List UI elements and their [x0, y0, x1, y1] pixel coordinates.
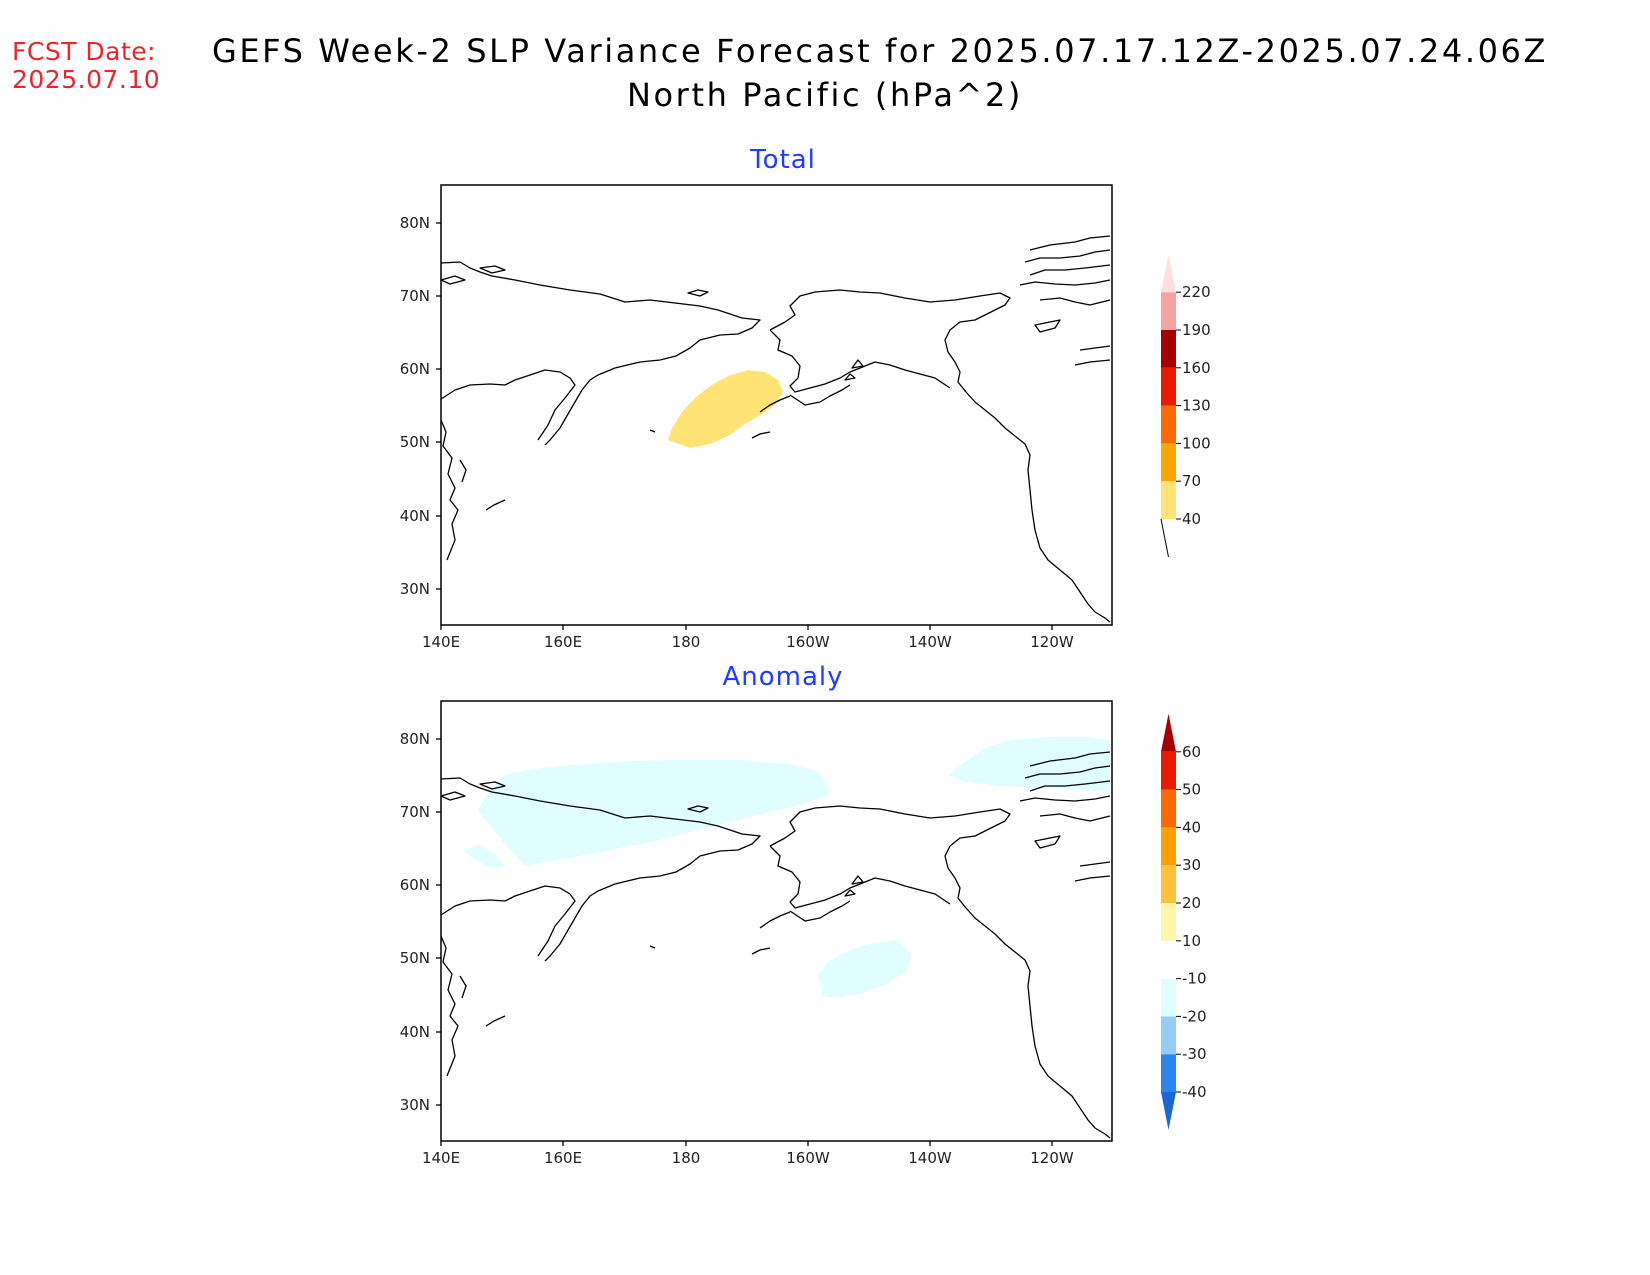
- colorbar-label: 40: [1182, 510, 1201, 528]
- colorbar-label: -40: [1182, 1083, 1207, 1101]
- colorbar-swatch: [1161, 827, 1176, 866]
- lon-tick-label: 140W: [908, 633, 952, 651]
- lon-tick-label: 160W: [786, 1149, 830, 1167]
- colorbar-label: -10: [1182, 970, 1207, 988]
- lat-tick-label: 40N: [400, 1023, 430, 1041]
- lat-tick-label: 70N: [400, 287, 430, 305]
- colorbar-swatch: [1161, 978, 1176, 1017]
- lat-tick-label: 60N: [400, 360, 430, 378]
- panel-title-total: Total: [749, 145, 816, 175]
- anomaly-axis-ticks: 80N 70N 60N 50N 40N 30N 140E 160E 180 160W 140W 120…: [400, 730, 1074, 1167]
- colorbar-extend-low: [1161, 1092, 1176, 1130]
- colorbar-extend-high: [1161, 254, 1176, 293]
- lon-tick-label: 120W: [1030, 1149, 1074, 1167]
- colorbar-swatch: [1161, 865, 1176, 903]
- colorbar-swatch: [1161, 903, 1176, 941]
- anomaly-shaded-region-bering-small: [463, 845, 505, 868]
- lat-tick-label: 80N: [400, 730, 430, 748]
- colorbar-swatch: [1161, 789, 1176, 828]
- colorbar-swatch: [1161, 292, 1176, 330]
- colorbar-swatch: [1161, 330, 1176, 368]
- lat-tick-label: 30N: [400, 580, 430, 598]
- total-map-panel: [440, 184, 1113, 626]
- lat-tick-label: 60N: [400, 876, 430, 894]
- colorbar-label: -30: [1182, 1045, 1207, 1063]
- total-axis-ticks: 80N 70N 60N 50N 40N 30N 140E 160E 180 160W 140W 120…: [400, 214, 1074, 651]
- colorbar-label: 30: [1182, 856, 1201, 874]
- colorbar-swatch: [1161, 367, 1176, 406]
- fcst-date: 2025.07.10: [12, 65, 161, 94]
- colorbar-swatch: [1161, 481, 1176, 519]
- colorbar-label: 70: [1182, 472, 1201, 490]
- lat-tick-label: 40N: [400, 507, 430, 525]
- colorbar-label: 40: [1182, 818, 1201, 836]
- colorbar-label: -20: [1182, 1007, 1207, 1025]
- map-title: GEFS Week-2 SLP Variance Forecast for 20…: [211, 32, 1549, 70]
- lon-tick-label: 160E: [544, 633, 582, 651]
- anomaly-shaded-region-siberia: [478, 760, 830, 866]
- panel-title-anomaly: Anomaly: [722, 662, 843, 692]
- colorbar-label: 100: [1182, 434, 1211, 452]
- colorbar-swatch: [1161, 405, 1176, 444]
- lon-tick-label: 140E: [422, 633, 460, 651]
- lat-tick-label: 50N: [400, 433, 430, 451]
- colorbar-extend-low: [1160, 518, 1169, 558]
- fcst-label: FCST Date:: [12, 37, 157, 66]
- lon-tick-label: 180: [672, 633, 701, 651]
- colorbar-swatch: [1161, 1054, 1176, 1092]
- lon-tick-label: 160W: [786, 633, 830, 651]
- colorbar-label: 60: [1182, 743, 1201, 761]
- lon-tick-label: 140W: [908, 1149, 952, 1167]
- anomaly-map-panel: [440, 700, 1113, 1142]
- colorbar-label: 160: [1182, 359, 1211, 377]
- colorbar-swatch: [1161, 443, 1176, 482]
- total-shaded-region-40-70: [668, 370, 783, 448]
- colorbar-label: 130: [1182, 397, 1211, 415]
- colorbar-label: 190: [1182, 321, 1211, 339]
- lon-tick-label: 140E: [422, 1149, 460, 1167]
- anomaly-shaded-region-canadian-arctic: [948, 737, 1110, 792]
- forecast-date-label: FCST Date: 2025.07.10: [12, 38, 160, 94]
- total-colorbar: 40 70 100 130 160 190 220: [1160, 254, 1211, 558]
- lat-tick-label: 50N: [400, 949, 430, 967]
- anomaly-colorbar: -40 -30 -20 -10 10 20 30 40 50 60: [1161, 713, 1207, 1130]
- colorbar-label: 50: [1182, 781, 1201, 799]
- colorbar-label: 10: [1182, 932, 1201, 950]
- map-subtitle: North Pacific (hPa^2): [626, 76, 1024, 114]
- anomaly-shaded-region-gulf-of-alaska: [818, 940, 912, 998]
- colorbar-extend-high: [1161, 713, 1176, 752]
- colorbar-label: 220: [1182, 283, 1211, 301]
- lat-tick-label: 30N: [400, 1096, 430, 1114]
- colorbar-swatch: [1161, 751, 1176, 790]
- colorbar-label: 20: [1182, 894, 1201, 912]
- lon-tick-label: 160E: [544, 1149, 582, 1167]
- lon-tick-label: 120W: [1030, 633, 1074, 651]
- colorbar-swatch: [1161, 940, 1176, 979]
- lat-tick-label: 80N: [400, 214, 430, 232]
- lon-tick-label: 180: [672, 1149, 701, 1167]
- colorbar-swatch: [1161, 1016, 1176, 1055]
- lat-tick-label: 70N: [400, 803, 430, 821]
